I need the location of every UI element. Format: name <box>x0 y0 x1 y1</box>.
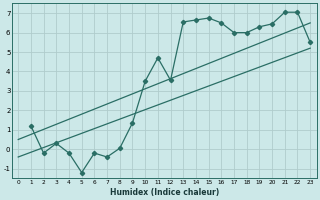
X-axis label: Humidex (Indice chaleur): Humidex (Indice chaleur) <box>109 188 219 197</box>
